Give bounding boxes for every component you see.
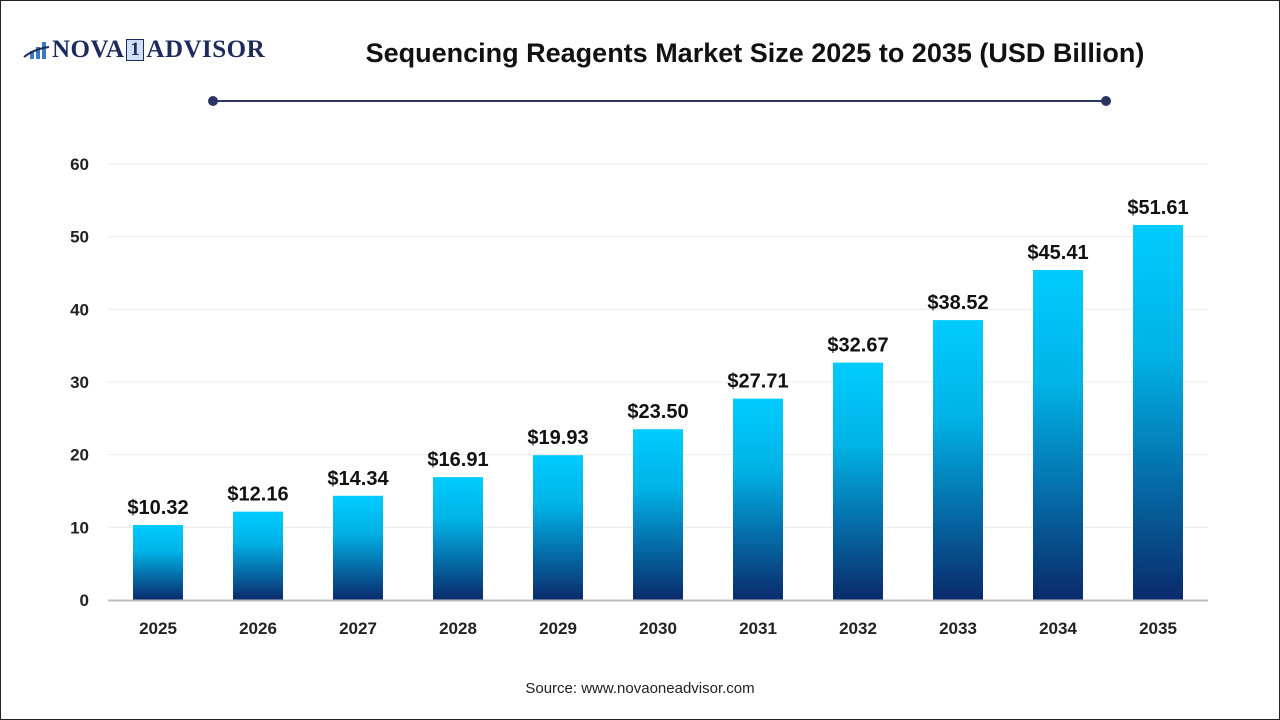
data-label: $19.93 bbox=[527, 427, 588, 449]
data-label: $38.52 bbox=[927, 292, 988, 314]
data-label: $23.50 bbox=[627, 401, 688, 423]
logo-text-advisor: ADVISOR bbox=[146, 36, 266, 63]
y-tick-label: 0 bbox=[80, 591, 89, 610]
chart-title: Sequencing Reagents Market Size 2025 to … bbox=[365, 38, 1145, 68]
bar-2025 bbox=[133, 525, 183, 600]
y-tick-label: 10 bbox=[70, 518, 89, 537]
x-tick-label: 2025 bbox=[139, 619, 177, 638]
x-tick-label: 2035 bbox=[1139, 619, 1177, 638]
y-tick-label: 60 bbox=[70, 155, 89, 174]
y-tick-label: 50 bbox=[70, 228, 89, 247]
data-label: $10.32 bbox=[127, 497, 188, 519]
x-tick-label: 2028 bbox=[439, 619, 477, 638]
bar-2030 bbox=[633, 429, 683, 600]
data-label: $27.71 bbox=[727, 371, 788, 393]
bar-2029 bbox=[533, 455, 583, 600]
divider-dot-left bbox=[208, 96, 218, 106]
data-label: $16.91 bbox=[427, 449, 488, 471]
bar-2028 bbox=[433, 477, 483, 600]
divider-dot-right bbox=[1101, 96, 1111, 106]
data-label: $45.41 bbox=[1027, 242, 1088, 264]
x-tick-label: 2026 bbox=[239, 619, 277, 638]
y-tick-label: 40 bbox=[70, 300, 89, 319]
bar-2026 bbox=[233, 511, 283, 600]
x-tick-label: 2027 bbox=[339, 619, 377, 638]
data-label: $32.67 bbox=[827, 335, 888, 357]
data-label: $12.16 bbox=[227, 484, 288, 506]
y-tick-label: 20 bbox=[70, 446, 89, 465]
x-tick-label: 2032 bbox=[839, 619, 877, 638]
x-tick-label: 2031 bbox=[739, 619, 777, 638]
data-label: $14.34 bbox=[327, 468, 389, 490]
logo-text-nova: NOVA bbox=[52, 36, 125, 63]
x-tick-label: 2030 bbox=[639, 619, 677, 638]
bar-2034 bbox=[1033, 270, 1083, 600]
source-text: Source: www.novaoneadvisor.com bbox=[525, 680, 755, 697]
y-tick-label: 30 bbox=[70, 373, 89, 392]
x-tick-label: 2029 bbox=[539, 619, 577, 638]
bar-2033 bbox=[933, 320, 983, 600]
bar-2035 bbox=[1133, 224, 1183, 600]
data-label: $51.61 bbox=[1127, 197, 1188, 219]
bar-2031 bbox=[733, 398, 783, 600]
bar-2027 bbox=[333, 495, 383, 600]
x-tick-label: 2033 bbox=[939, 619, 977, 638]
title-divider bbox=[213, 100, 1106, 102]
bar-chart-swoosh-icon bbox=[23, 42, 50, 59]
logo: NOVA 1 ADVISOR bbox=[22, 36, 265, 64]
logo-text-one: 1 bbox=[126, 39, 145, 61]
bar-2032 bbox=[833, 362, 883, 600]
x-tick-label: 2034 bbox=[1039, 619, 1077, 638]
